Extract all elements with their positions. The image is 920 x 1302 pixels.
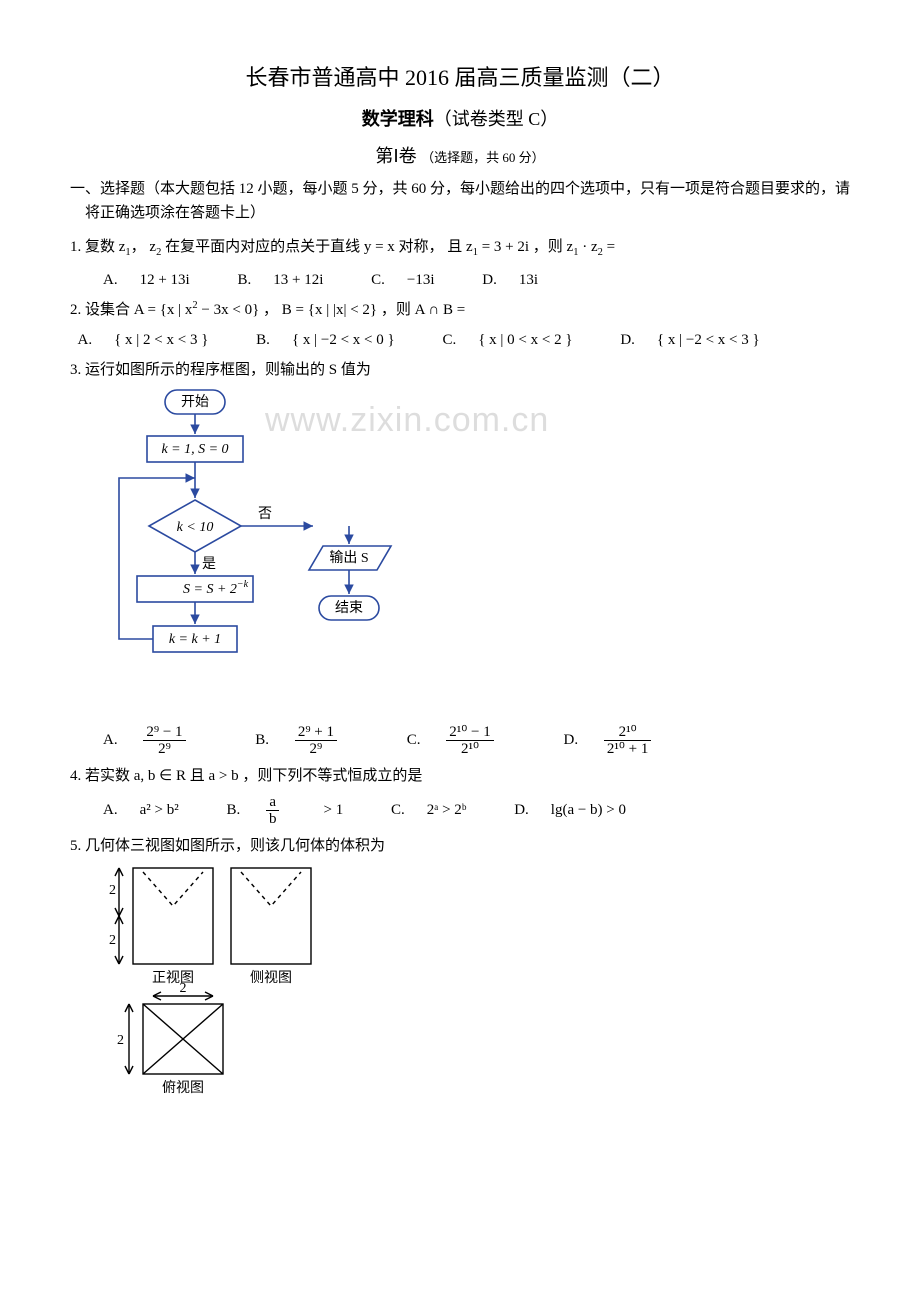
q1-choice-a: A. 12 + 13i bbox=[103, 268, 212, 292]
q3-choice-c: C. 2¹⁰ − 12¹⁰ bbox=[407, 724, 538, 758]
section-note: （选择题，共 60 分） bbox=[421, 150, 545, 165]
q4-choice-b: B. ab > 1 bbox=[226, 794, 365, 828]
q2-choice-b: B. { x | −2 < x < 0 } bbox=[256, 328, 417, 352]
q1-stem-d: = 3 + 2i ，则 z bbox=[478, 239, 573, 255]
flow-yes: 是 bbox=[202, 557, 216, 572]
question-2: 2. 设集合 A = {x | x2 − 3x < 0} ， B = {x | … bbox=[70, 298, 850, 322]
q4-choice-a: A. a² > b² bbox=[103, 798, 201, 822]
instruction-text: 一、选择题（本大题包括 12 小题，每小题 5 分，共 60 分，每小题给出的四… bbox=[70, 177, 850, 225]
question-5-stem: 5. 几何体三视图如图所示，则该几何体的体积为 bbox=[70, 834, 850, 858]
q2-choices: A. { x | 2 < x < 3 } B. { x | −2 < x < 0… bbox=[78, 328, 851, 352]
flow-init: k = 1, S = 0 bbox=[161, 442, 228, 457]
dim-2-horizontal: 2 bbox=[180, 981, 187, 996]
side-view-label: 侧视图 bbox=[250, 970, 292, 986]
section-label: 第Ⅰ卷 bbox=[375, 146, 416, 166]
q4-choice-c: C. 2ᵃ > 2ᵇ bbox=[391, 798, 488, 822]
flow-assign-k: k = k + 1 bbox=[169, 632, 221, 647]
q2-choice-c: C. { x | 0 < x < 2 } bbox=[442, 328, 594, 352]
q1-choice-c: C. −13i bbox=[371, 268, 456, 292]
flow-cond: k < 10 bbox=[177, 520, 214, 535]
flowchart-container: 开始 k = 1, S = 0 k < 10 否 是 输出 S S = S + … bbox=[105, 388, 850, 718]
page-main-title: 长春市普通高中 2016 届高三质量监测（二） bbox=[70, 60, 850, 95]
question-4-stem: 4. 若实数 a, b ∈ R 且 a > b ，则下列不等式恒成立的是 bbox=[70, 764, 850, 788]
q4-choice-d: D. lg(a − b) > 0 bbox=[514, 798, 648, 822]
flow-output: 输出 S bbox=[329, 550, 368, 566]
q2-choice-d: D. { x | −2 < x < 3 } bbox=[620, 328, 781, 352]
q1-stem-a: 1. 复数 z bbox=[70, 239, 125, 255]
dim-2-topview: 2 bbox=[117, 1033, 124, 1048]
q1-choice-d: D. 13i bbox=[482, 268, 560, 292]
q3-choices: A. 2⁹ − 12⁹ B. 2⁹ + 12⁹ C. 2¹⁰ − 12¹⁰ D.… bbox=[103, 724, 850, 758]
three-views-svg: 2 2 正视图 侧视图 2 2 俯视图 bbox=[105, 864, 345, 1124]
flowchart-svg: 开始 k = 1, S = 0 k < 10 否 是 输出 S S = S + … bbox=[105, 388, 465, 718]
q1-stem-f: = bbox=[603, 239, 615, 255]
q1-stem-c: 在复平面内对应的点关于直线 y = x 对称， 且 z bbox=[161, 239, 472, 255]
flow-end: 结束 bbox=[335, 600, 363, 616]
q2-stem-b: − 3x < 0} ， B = {x | |x| < 2} ，则 A ∩ B = bbox=[198, 302, 466, 318]
q1-stem-b: ， z bbox=[131, 239, 156, 255]
q1-choices: A. 12 + 13i B. 13 + 12i C. −13i D. 13i bbox=[103, 268, 850, 292]
q3-choice-d: D. 2¹⁰2¹⁰ + 1 bbox=[564, 724, 696, 758]
front-view-label: 正视图 bbox=[152, 970, 194, 986]
dim-2-top: 2 bbox=[109, 883, 116, 898]
question-3-stem: 3. 运行如图所示的程序框图，则输出的 S 值为 bbox=[70, 358, 850, 382]
three-views-container: 2 2 正视图 侧视图 2 2 俯视图 bbox=[105, 864, 850, 1124]
section-title: 第Ⅰ卷 （选择题，共 60 分） bbox=[70, 142, 850, 171]
q1-choice-b: B. 13 + 12i bbox=[237, 268, 345, 292]
q4-choices: A. a² > b² B. ab > 1 C. 2ᵃ > 2ᵇ D. lg(a … bbox=[103, 794, 850, 828]
question-1: 1. 复数 z1， z2 在复平面内对应的点关于直线 y = x 对称， 且 z… bbox=[70, 235, 850, 262]
q2-stem-a: 2. 设集合 A = {x | x bbox=[70, 302, 192, 318]
q3-choice-a: A. 2⁹ − 12⁹ bbox=[103, 724, 230, 758]
subject-rest: （试卷类型 C） bbox=[434, 109, 559, 129]
flow-no: 否 bbox=[258, 507, 272, 522]
q2-choice-a: A. { x | 2 < x < 3 } bbox=[78, 328, 231, 352]
q1-stem-e: · z bbox=[578, 239, 597, 255]
dim-2-bottom: 2 bbox=[109, 933, 116, 948]
page-subject: 数学理科（试卷类型 C） bbox=[70, 105, 850, 134]
subject-bold: 数学理科 bbox=[362, 109, 434, 129]
flow-start: 开始 bbox=[181, 394, 209, 410]
q3-choice-b: B. 2⁹ + 12⁹ bbox=[255, 724, 381, 758]
top-view-label: 俯视图 bbox=[162, 1080, 204, 1096]
